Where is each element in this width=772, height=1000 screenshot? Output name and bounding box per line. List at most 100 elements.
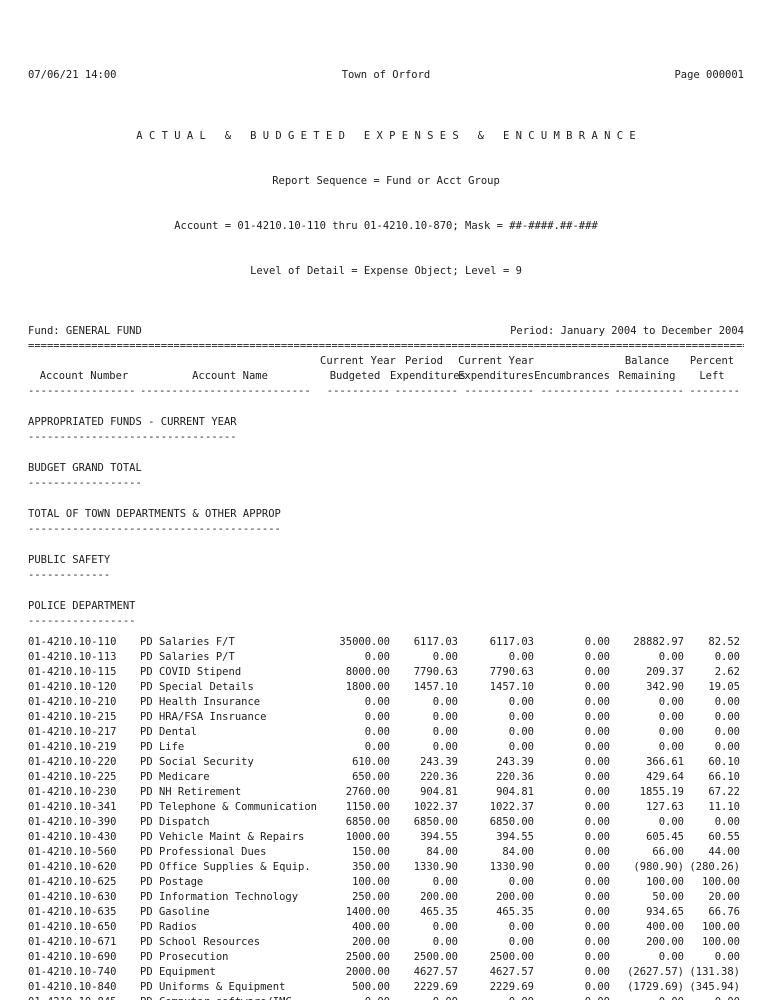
table-row-balance-remaining-cell: 0.00 <box>658 816 684 828</box>
table-row-cy-expenditures-cell: 394.55 <box>496 831 534 843</box>
table-row-cy-expenditures-cell: 220.36 <box>496 771 534 783</box>
table-row-period-expenditures-cell: 6850.00 <box>413 816 458 828</box>
column-header-percent-left-cell: Left <box>699 370 725 382</box>
table-row-encumbrances-cell: 0.00 <box>584 636 610 648</box>
table-row-period-expenditures-cell: 0.00 <box>432 876 458 888</box>
table-row-budgeted-cell: 2760.00 <box>345 786 390 798</box>
table-row-cy-expenditures-cell: 200.00 <box>496 891 534 903</box>
section-heading-3: TOTAL OF TOWN DEPARTMENTS & OTHER APPROP… <box>28 507 744 537</box>
period-label: Period: January 2004 to December 2004 <box>510 325 744 337</box>
table-row-account-number-cell: 01-4210.10-650 <box>28 921 117 933</box>
table-row-cy-expenditures-cell: 0.00 <box>458 995 534 1000</box>
table-row-cy-expenditures-cell: 0.00 <box>508 711 534 723</box>
table-row-period-expenditures-cell: 243.39 <box>420 756 458 768</box>
column-header-period-expenditures-cell: Expenditures <box>390 370 466 382</box>
column-header-rule-period-expenditures-cell: ---------- <box>394 385 458 397</box>
column-header-account-number-cell: Account Number <box>39 370 129 382</box>
table-row-cy-expenditures-cell: 0.00 <box>508 876 534 888</box>
table-row: 01-4210.10-845PD Computer software/IMC0.… <box>28 995 744 1000</box>
table-row-account-number-cell: 01-4210.10-635 <box>28 906 117 918</box>
table-row-budgeted-cell: 1800.00 <box>345 681 390 693</box>
table-row-balance-remaining-cell: 66.00 <box>652 846 684 858</box>
table-row-period-expenditures-cell: 0.00 <box>432 921 458 933</box>
table-row-cy-expenditures-cell: 1022.37 <box>489 801 534 813</box>
table-row-cy-expenditures-cell: 0.00 <box>508 741 534 753</box>
table-row-period-expenditures-cell: 394.55 <box>420 831 458 843</box>
table-row-budgeted-cell: 1000.00 <box>345 831 390 843</box>
table-row-balance-remaining-cell: 0.00 <box>658 741 684 753</box>
table-row-budgeted-cell: 0.00 <box>364 741 390 753</box>
column-header-rule-percent-left-cell: -------- <box>689 385 740 397</box>
table-row-percent-left-cell: 60.10 <box>708 756 740 768</box>
report-datetime: 07/06/21 14:00 <box>28 69 117 81</box>
fund-period-line: Fund: GENERAL FUND Period: January 2004 … <box>28 324 744 339</box>
table-row-percent-left-cell: 100.00 <box>702 876 740 888</box>
table-row: 01-4210.10-390 PD Dispatch 6850.00 6850.00 6… <box>28 815 744 830</box>
table-row-cy-expenditures-cell: 1457.10 <box>489 681 534 693</box>
section-title: POLICE DEPARTMENT <box>28 600 136 612</box>
table-row-period-expenditures-cell: 1457.10 <box>413 681 458 693</box>
table-row-account-name-cell: PD Medicare <box>140 771 210 783</box>
table-row-period-expenditures-cell: 2500.00 <box>413 951 458 963</box>
table-row-account-name-cell: PD Professional Dues <box>140 846 267 858</box>
table-row: 01-4210.10-220 PD Social Security 610.00 24… <box>28 755 744 770</box>
table-row-account-number-cell: 01-4210.10-845 <box>28 995 140 1000</box>
table-row-account-number-cell: 01-4210.10-430 <box>28 831 117 843</box>
table-row-percent-left-cell: 67.22 <box>708 786 740 798</box>
section-title-rule: ------------------ <box>28 477 142 489</box>
column-header-rule-account-number-cell: ----------------- <box>28 385 136 397</box>
table-row-percent-left-cell: 0.00 <box>714 951 740 963</box>
table-row-percent-left-cell: 66.10 <box>708 771 740 783</box>
table-row-budgeted-cell: 2500.00 <box>345 951 390 963</box>
section-title: TOTAL OF TOWN DEPARTMENTS & OTHER APPROP <box>28 508 281 520</box>
page-number: Page 000001 <box>674 69 744 81</box>
table-row-budgeted-cell: 2000.00 <box>345 966 390 978</box>
table-row: 01-4210.10-840 PD Uniforms & Equipment 500… <box>28 980 744 995</box>
table-row-period-expenditures-cell: 0.00 <box>432 936 458 948</box>
table-row-account-name-cell: PD Life <box>140 741 185 753</box>
table-row: 01-4210.10-113 PD Salaries P/T 0.00 0.00 0.0… <box>28 650 744 665</box>
table-row: 01-4210.10-560 PD Professional Dues 150.00… <box>28 845 744 860</box>
table-row-account-name-cell: PD Salaries F/T <box>140 636 235 648</box>
table-row-encumbrances-cell: 0.00 <box>584 786 610 798</box>
organization-name: Town of Orford <box>341 69 431 81</box>
table-row-balance-remaining-cell: (1729.69) <box>627 981 684 993</box>
table-row-budgeted-cell: 650.00 <box>352 771 390 783</box>
table-row-period-expenditures-cell: 0.00 <box>390 995 458 1000</box>
table-row: 01-4210.10-225 PD Medicare 650.00 220.36 220… <box>28 770 744 785</box>
table-row-encumbrances-cell: 0.00 <box>584 801 610 813</box>
table-row-encumbrances-cell: 0.00 <box>584 906 610 918</box>
section-title-rule: --------------------------------- <box>28 431 237 443</box>
table-row-balance-remaining-cell: 50.00 <box>652 891 684 903</box>
table-row-percent-left-cell: 0.00 <box>714 726 740 738</box>
column-header-top-encumbrances-cell <box>534 354 610 369</box>
table-row-account-number-cell: 01-4210.10-390 <box>28 816 117 828</box>
table-row-percent-left-cell: 0.00 <box>714 696 740 708</box>
column-header-top-account-number-cell <box>28 354 140 369</box>
section-title: PUBLIC SAFETY <box>28 554 111 566</box>
table-row-account-number-cell: 01-4210.10-560 <box>28 846 117 858</box>
table-row-period-expenditures-cell: 220.36 <box>420 771 458 783</box>
table-row-period-expenditures-cell: 6117.03 <box>413 636 458 648</box>
column-header-encumbrances-cell: Encumbrances <box>534 370 610 382</box>
table-row-budgeted-cell: 1150.00 <box>345 801 390 813</box>
section-title-rule: ---------------------------------------- <box>28 523 281 535</box>
section-title-rule: ----------------- <box>28 615 136 627</box>
table-row-account-name-cell: PD Gasoline <box>140 906 210 918</box>
table-row-budgeted-cell: 150.00 <box>352 846 390 858</box>
column-header-rule-encumbrances-cell: ----------- <box>540 385 610 397</box>
table-row: 01-4210.10-215 PD HRA/FSA Insruance 0.00 0.… <box>28 710 744 725</box>
table-row-percent-left-cell: 0.00 <box>714 816 740 828</box>
table-row-cy-expenditures-cell: 0.00 <box>508 696 534 708</box>
column-header-top: Current Year Period Current Year Balance Per… <box>28 354 744 369</box>
table-row-encumbrances-cell: 0.00 <box>584 816 610 828</box>
table-row-balance-remaining-cell: 0.00 <box>658 951 684 963</box>
table-row-cy-expenditures-cell: 6850.00 <box>489 816 534 828</box>
table-row: 01-4210.10-635 PD Gasoline 1400.00 465.35 46… <box>28 905 744 920</box>
table-row-budgeted-cell: 0.00 <box>364 711 390 723</box>
report-title-block: A C T U A L & B U D G E T E D E X P E N … <box>28 99 744 309</box>
table-row-account-number-cell: 01-4210.10-840 <box>28 981 117 993</box>
table-row-percent-left-cell: 100.00 <box>702 921 740 933</box>
section-title: BUDGET GRAND TOTAL <box>28 462 142 474</box>
table-row-cy-expenditures-cell: 0.00 <box>508 651 534 663</box>
